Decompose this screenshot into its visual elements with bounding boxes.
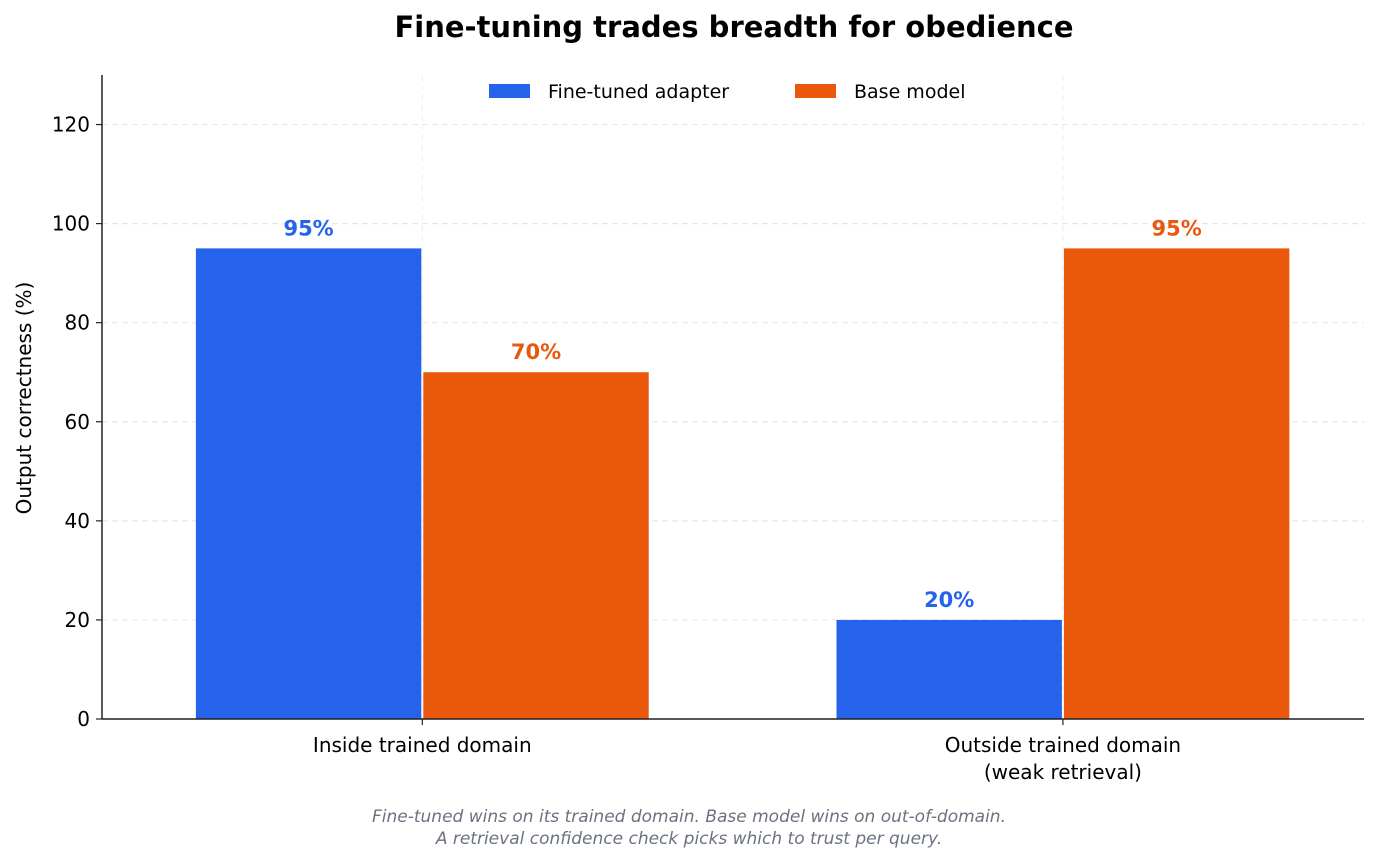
legend-label: Base model — [854, 81, 965, 103]
y-tick-label: 100 — [52, 212, 90, 236]
x-tick-label: Inside trained domain — [313, 733, 532, 757]
bar — [1063, 248, 1290, 719]
x-tick-label: Outside trained domain — [945, 733, 1181, 757]
bar-value-label: 95% — [1151, 216, 1201, 240]
bars — [195, 248, 1290, 719]
legend: Fine-tuned adapter Base model — [489, 81, 965, 103]
bar-value-label: 70% — [511, 340, 561, 364]
y-tick-label: 120 — [52, 113, 90, 137]
bar-value-label: 20% — [924, 588, 974, 612]
bar — [423, 372, 649, 719]
y-tick-label: 80 — [65, 311, 90, 335]
y-tick-label: 40 — [65, 509, 90, 533]
bar — [195, 248, 422, 719]
bar-value-label: 95% — [283, 216, 333, 240]
y-axis-label: Output correctness (%) — [12, 282, 36, 515]
data-labels: 95% 20% 70% 95% — [283, 216, 1201, 612]
y-tick-label: 0 — [77, 707, 90, 731]
y-tick-label: 20 — [65, 608, 90, 632]
legend-label: Fine-tuned adapter — [548, 81, 729, 103]
caption-line: A retrieval confidence check picks which… — [435, 829, 942, 849]
x-tick-label: (weak retrieval) — [984, 760, 1142, 784]
bar — [836, 619, 1062, 719]
caption: Fine-tuned wins on its trained domain. B… — [372, 807, 1006, 849]
axes: 0 20 40 60 80 100 120 Inside trained domain Outs… — [52, 75, 1364, 784]
chart-title: Fine-tuning trades breadth for obedience — [394, 10, 1073, 44]
y-tick-label: 60 — [65, 410, 90, 434]
caption-line: Fine-tuned wins on its trained domain. B… — [372, 807, 1006, 827]
legend-swatch — [795, 84, 836, 98]
legend-swatch — [489, 84, 530, 98]
